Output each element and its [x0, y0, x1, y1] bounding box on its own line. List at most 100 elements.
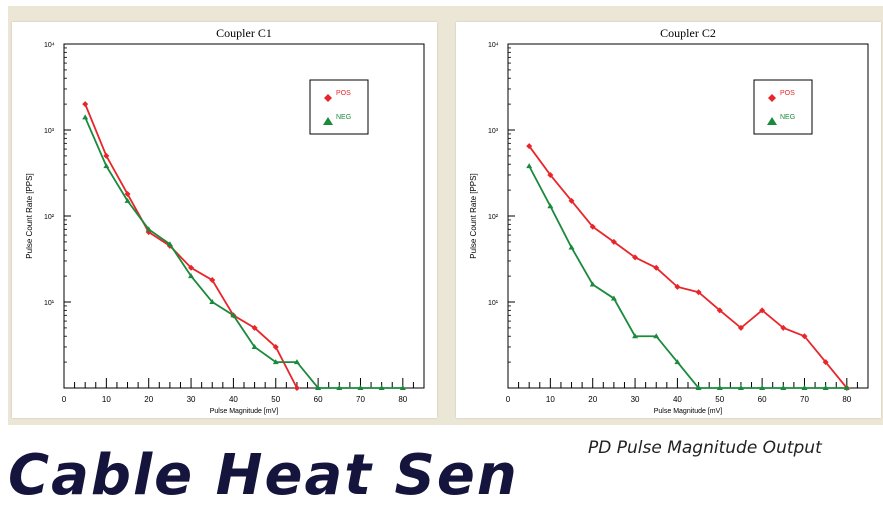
data-point-neg: [822, 385, 829, 390]
figure-caption: PD Pulse Magnitude Output: [588, 438, 822, 458]
x-tick-label: 70: [800, 395, 809, 404]
data-point-pos: [801, 333, 808, 340]
series-line-neg: [528, 165, 847, 389]
legend-box: [309, 79, 369, 135]
data-point-pos: [124, 191, 131, 198]
x-axis-label: Pulse Magnitude [mV]: [654, 408, 723, 415]
y-tick-label: 10⁴: [44, 42, 55, 49]
data-point-neg: [188, 273, 195, 279]
data-point-pos: [759, 307, 766, 314]
plot-frame: [507, 43, 869, 389]
x-tick-label: 30: [631, 395, 640, 404]
data-point-pos: [780, 324, 787, 331]
data-point-pos: [674, 283, 681, 290]
chart-coupler-c1: Coupler C1 0 10 20 30 40 50 60 70 80 10⁴ 10³ 10² 10¹ P…: [25, 26, 425, 415]
data-point-pos: [653, 264, 660, 271]
data-point-pos: [695, 289, 702, 296]
x-tick-label: 50: [271, 395, 280, 404]
data-point-neg: [610, 295, 617, 301]
x-tick-label: 20: [588, 395, 597, 404]
data-point-neg: [737, 385, 744, 390]
data-point-pos: [188, 264, 195, 271]
data-point-neg: [251, 343, 258, 349]
data-point-neg: [272, 359, 279, 365]
data-point-pos: [209, 277, 216, 284]
data-point-neg: [843, 385, 850, 390]
legend-box: [753, 79, 813, 135]
data-point-pos: [272, 343, 279, 350]
legend-marker-pos: [324, 94, 332, 102]
figure-frame: Coupler C1 0 10 20 30 40 50 60 70 80 10⁴ 10³ 10² 10¹ P…: [8, 6, 883, 425]
data-point-neg: [357, 385, 364, 390]
data-point-pos: [822, 359, 829, 366]
x-tick-label: 0: [506, 395, 511, 404]
data-point-neg: [378, 385, 385, 390]
x-tick-label: 70: [356, 395, 365, 404]
data-point-pos: [737, 324, 744, 331]
x-tick-label: 20: [144, 395, 153, 404]
data-point-neg: [716, 385, 723, 390]
data-point-neg: [653, 333, 660, 339]
data-point-neg: [780, 385, 787, 390]
data-point-neg: [82, 114, 89, 120]
data-point-neg: [103, 163, 110, 169]
data-point-neg: [145, 226, 152, 232]
y-tick-label: 10³: [488, 128, 499, 135]
data-point-neg: [695, 385, 702, 390]
data-point-pos: [716, 307, 723, 314]
x-tick-label: 0: [62, 395, 67, 404]
chart-panel-coupler-c2: Coupler C2 0 10 20 30 40 50 60 70 80 10⁴ 10³ 10² 10¹ P…: [456, 22, 881, 418]
x-tick-label: 80: [842, 395, 851, 404]
data-point-neg: [674, 359, 681, 365]
x-tick-label: 50: [715, 395, 724, 404]
data-point-neg: [166, 241, 173, 247]
data-point-pos: [251, 324, 258, 331]
x-tick-label: 40: [229, 395, 238, 404]
y-axis-label: Pulse Count Rate [PPS]: [469, 173, 478, 258]
x-tick-label: 60: [758, 395, 767, 404]
series-line-pos: [528, 145, 848, 389]
data-point-neg: [336, 385, 343, 390]
data-point-neg: [547, 203, 554, 209]
data-point-neg: [209, 299, 216, 304]
y-axis-label: Pulse Count Rate [PPS]: [25, 173, 34, 258]
legend-label-neg: NEG: [780, 114, 795, 121]
data-point-neg: [632, 333, 639, 339]
y-tick-label: 10²: [488, 214, 499, 221]
x-tick-label: 40: [673, 395, 682, 404]
data-point-neg: [293, 359, 300, 365]
data-point-neg: [801, 385, 808, 390]
data-point-pos: [632, 254, 639, 261]
y-tick-label: 10⁴: [488, 42, 499, 49]
x-tick-label: 60: [314, 395, 323, 404]
y-tick-label: 10¹: [488, 300, 499, 307]
data-point-neg: [568, 244, 575, 250]
y-tick-label: 10²: [44, 214, 55, 221]
data-point-neg: [399, 385, 406, 390]
legend-label-neg: NEG: [336, 114, 351, 121]
legend-marker-pos: [768, 94, 776, 102]
series-line-pos: [84, 103, 298, 389]
x-tick-label: 80: [398, 395, 407, 404]
legend-label-pos: POS: [780, 90, 795, 97]
data-point-pos: [526, 143, 533, 150]
legend-label-pos: POS: [336, 90, 351, 97]
data-point-pos: [103, 152, 110, 159]
legend-marker-neg: [323, 117, 333, 125]
data-point-neg: [526, 163, 533, 169]
data-point-neg: [124, 197, 131, 203]
data-point-pos: [293, 385, 300, 391]
chart-panel-coupler-c1: Coupler C1 0 10 20 30 40 50 60 70 80 10⁴ 10³ 10² 10¹ P…: [12, 22, 437, 418]
y-tick-label: 10¹: [44, 300, 55, 307]
data-point-pos: [589, 223, 596, 230]
data-point-neg: [759, 385, 766, 390]
legend-marker-neg: [767, 117, 777, 125]
x-tick-label: 30: [187, 395, 196, 404]
data-point-neg: [315, 385, 322, 390]
plot-frame: [63, 43, 425, 389]
data-point-neg: [230, 312, 237, 318]
x-axis-label: Pulse Magnitude [mV]: [210, 408, 279, 415]
banner-heading: Cable Heat Sen: [8, 443, 519, 508]
data-point-pos: [610, 238, 617, 245]
data-point-pos: [568, 197, 575, 204]
